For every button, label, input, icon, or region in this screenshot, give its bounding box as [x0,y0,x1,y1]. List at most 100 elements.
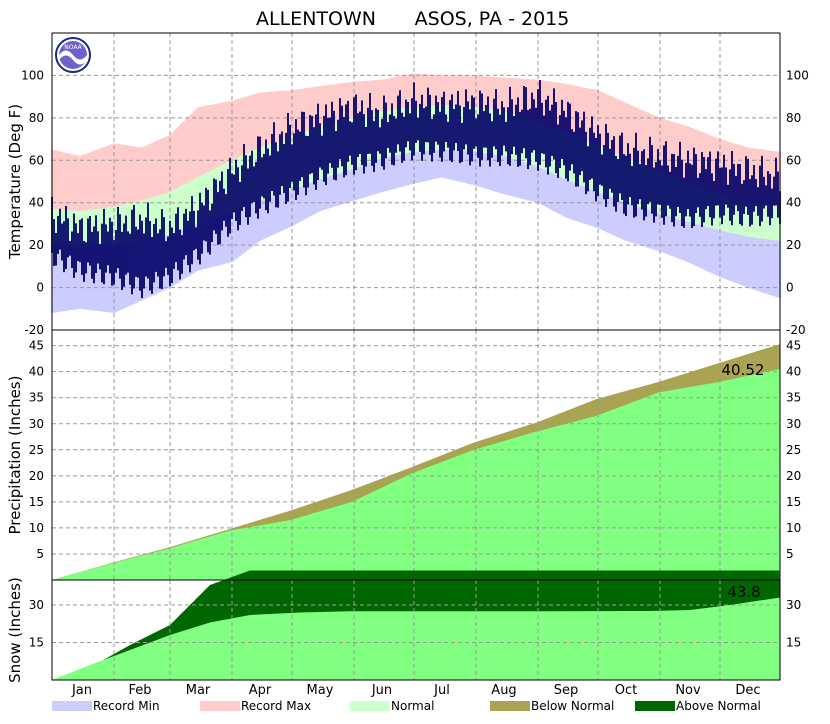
normal-bar [200,175,204,223]
record-max-bar [230,100,234,161]
normal-bar [184,183,188,229]
record-min-bar [502,156,506,195]
record-min-bar [642,208,646,247]
record-min-bar [246,205,250,250]
record-max-bar [682,125,686,182]
record-min-bar [616,199,620,238]
record-min-bar [442,149,446,178]
record-min-bar [698,224,702,268]
record-max-bar [540,80,544,124]
record-max-bar [128,145,132,204]
normal-bar [106,207,110,246]
record-max-bar [226,101,230,163]
record-max-bar [458,75,462,107]
record-min-bar [402,153,406,187]
normal-bar [140,200,144,241]
normal-bar [746,202,750,237]
record-min-bar [530,164,534,202]
record-min-bar [292,189,296,225]
record-max-bar [322,85,326,126]
record-min-bar [768,239,772,295]
record-min-bar [380,158,384,193]
normal-bar [188,181,192,227]
record-min-bar [114,244,118,313]
record-min-bar [326,176,330,209]
record-max-bar [520,78,524,118]
record-max-bar [88,152,92,210]
precip-tick-label-right: 20 [786,469,801,483]
record-min-bar [540,168,544,205]
record-min-bar [304,184,308,219]
record-max-bar [550,81,554,128]
snow-panel: 15 15 30 30 43.8 Snow (Inches) [6,570,801,683]
record-min-bar [708,227,712,273]
record-max-bar [660,118,664,172]
record-max-bar [360,81,364,117]
record-max-bar [168,134,172,193]
record-max-bar [448,75,452,106]
snow-tick-label-right: 30 [786,598,801,612]
record-max-bar [140,147,144,201]
noaa-logo-text: NOAA [64,44,82,51]
normal-bar [84,210,88,247]
temp-tick-label-left: 0 [36,281,44,295]
record-min-bar [306,183,310,218]
record-min-bar [634,205,638,245]
record-min-bar [390,156,394,190]
record-max-bar [82,154,86,211]
record-min-bar [584,187,588,225]
normal-bar [774,206,778,241]
record-max-bar [720,139,724,195]
record-min-bar [226,212,230,264]
record-max-bar [234,99,238,159]
normal-bar [714,192,718,230]
record-min-bar [672,217,676,257]
record-min-bar [382,157,386,192]
record-min-bar [266,197,270,238]
record-min-bar [756,237,760,291]
precip-tick-label-left: 5 [36,547,44,561]
record-min-bar [210,218,214,268]
record-min-bar [288,190,292,227]
record-min-bar [342,171,346,204]
normal-bar [142,199,146,241]
record-max-bar [404,74,408,109]
record-max-bar [326,85,330,125]
temp-tick-label-left: 40 [29,196,44,210]
record-max-bar [246,96,250,154]
record-min-bar [630,204,634,243]
record-max-bar [652,115,656,169]
record-min-bar [408,152,412,185]
record-min-bar [594,191,598,228]
record-max-bar [562,83,566,132]
record-min-bar [450,150,454,180]
record-min-bar [274,195,278,234]
record-min-bar [622,201,626,240]
record-max-bar [712,136,716,193]
record-max-bar [656,116,660,171]
record-min-bar [550,173,554,211]
record-max-bar [436,75,440,106]
temp-tick-label-right: 40 [786,196,801,210]
record-max-bar [608,95,612,151]
record-min-bar [388,156,392,190]
precip-tick-label-right: 40 [786,365,801,379]
record-min-bar [278,193,282,232]
precip-tick-label-left: 15 [29,495,44,509]
record-max-bar [282,90,286,140]
record-max-bar [644,111,648,166]
record-min-bar [666,215,670,255]
record-max-bar [154,141,158,197]
record-min-bar [738,234,742,285]
record-min-bar [236,208,240,258]
record-min-bar [522,162,526,200]
temp-tick-label-right: 100 [786,68,809,82]
record-max-bar [690,127,694,185]
snow-tick-label-left: 15 [29,636,44,650]
record-min-bar [320,178,324,211]
record-min-bar [324,177,328,210]
record-min-bar [556,175,560,214]
record-min-bar [284,191,288,229]
record-max-bar [390,77,394,111]
record-max-bar [674,122,678,179]
